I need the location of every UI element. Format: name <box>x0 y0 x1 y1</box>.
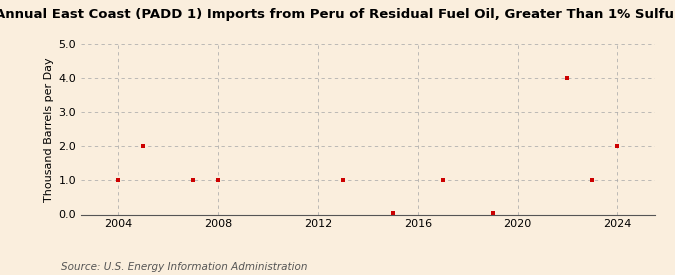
Text: Source: U.S. Energy Information Administration: Source: U.S. Energy Information Administ… <box>61 262 307 272</box>
Y-axis label: Thousand Barrels per Day: Thousand Barrels per Day <box>45 57 54 202</box>
Text: Annual East Coast (PADD 1) Imports from Peru of Residual Fuel Oil, Greater Than : Annual East Coast (PADD 1) Imports from … <box>0 8 675 21</box>
